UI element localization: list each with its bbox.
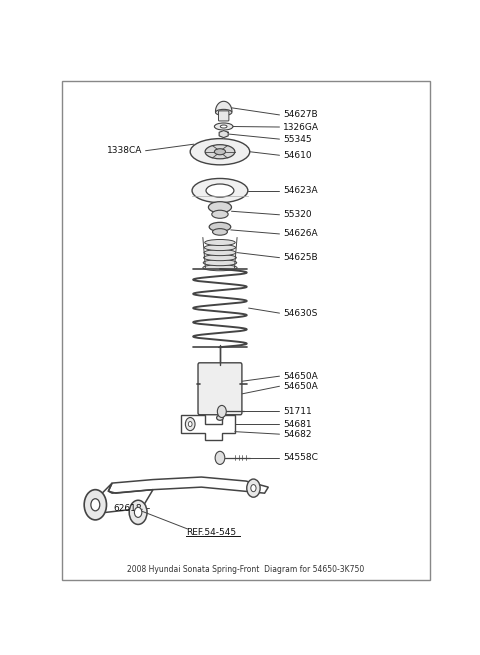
Circle shape [215,451,225,464]
Ellipse shape [192,178,248,202]
FancyBboxPatch shape [198,363,242,415]
Ellipse shape [216,109,232,115]
Circle shape [91,498,100,511]
Ellipse shape [203,265,237,271]
Circle shape [84,490,107,520]
Polygon shape [219,130,228,138]
Text: 54626A: 54626A [283,229,318,238]
Text: 54627B: 54627B [283,111,318,119]
Text: REF.54-545: REF.54-545 [186,528,237,537]
Ellipse shape [204,250,236,255]
Text: 54625B: 54625B [283,253,318,262]
Text: 54682: 54682 [283,430,312,439]
Text: 2008 Hyundai Sonata Spring-Front  Diagram for 54650-3K750: 2008 Hyundai Sonata Spring-Front Diagram… [127,565,365,574]
Ellipse shape [212,210,228,218]
Text: 54630S: 54630S [283,309,318,318]
Ellipse shape [203,259,237,266]
Ellipse shape [206,184,234,197]
Ellipse shape [190,139,250,165]
Ellipse shape [204,255,236,261]
Ellipse shape [216,415,223,421]
Circle shape [185,417,195,430]
Text: 1326GA: 1326GA [283,122,319,132]
FancyBboxPatch shape [218,111,229,121]
Ellipse shape [213,229,228,235]
Ellipse shape [205,145,235,159]
Ellipse shape [204,240,235,246]
Ellipse shape [215,123,233,130]
Text: 54623A: 54623A [283,186,318,195]
Text: 55320: 55320 [283,210,312,219]
Ellipse shape [220,125,227,128]
Text: 54650A: 54650A [283,371,318,381]
Text: 1338CA: 1338CA [107,146,142,155]
Ellipse shape [215,149,226,155]
Text: 54681: 54681 [283,420,312,428]
Text: 55345: 55345 [283,135,312,143]
Circle shape [134,507,142,517]
Circle shape [217,405,226,417]
Text: 54558C: 54558C [283,453,318,462]
Ellipse shape [209,222,231,231]
Text: 62618: 62618 [113,504,142,513]
Text: 54610: 54610 [283,151,312,160]
Text: 54650A: 54650A [283,382,318,391]
Circle shape [251,485,256,492]
Circle shape [247,479,260,497]
Text: 51711: 51711 [283,407,312,416]
Circle shape [129,500,147,525]
Ellipse shape [204,244,236,251]
Ellipse shape [208,202,231,213]
Circle shape [188,422,192,426]
